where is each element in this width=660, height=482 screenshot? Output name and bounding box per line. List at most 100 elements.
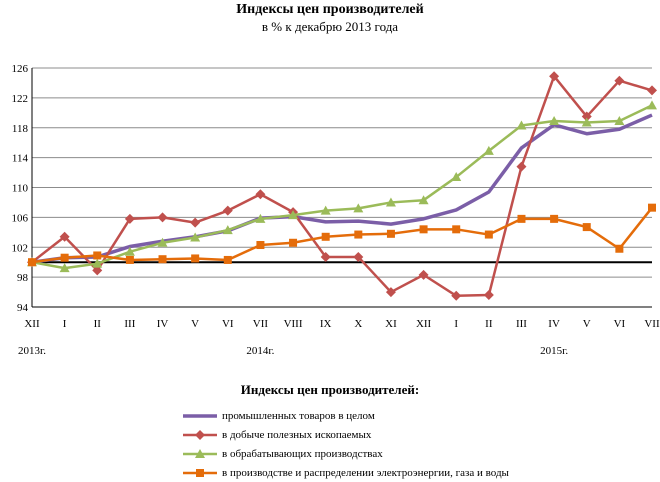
data-point-series-4 (517, 214, 526, 223)
x-tick-label: XI (385, 318, 397, 330)
data-point-series-2 (353, 251, 364, 262)
x-tick-label: VIII (284, 318, 303, 330)
data-point-series-4 (582, 223, 591, 232)
year-label: 2015г. (540, 345, 568, 357)
x-tick-label: X (354, 318, 362, 330)
x-tick-label: V (191, 318, 199, 330)
x-tick-label: VI (614, 318, 626, 330)
data-point-series-3 (288, 210, 299, 220)
data-point-series-2 (222, 205, 233, 216)
data-point-series-2 (418, 269, 429, 280)
x-tick-label: III (124, 318, 135, 330)
data-point-series-4 (289, 238, 298, 247)
data-point-series-2 (549, 71, 560, 82)
data-point-series-3 (92, 258, 103, 268)
data-point-series-4 (256, 241, 265, 250)
data-point-series-3 (418, 195, 429, 205)
x-tick-label: I (63, 318, 67, 330)
chart-legend: промышленных товаров в целом в добыче пол… (182, 406, 509, 482)
legend-item: промышленных товаров в целом (182, 406, 509, 425)
data-point-series-4 (615, 244, 624, 253)
x-tick-label: I (454, 318, 458, 330)
data-point-series-2 (92, 265, 103, 276)
y-tick-label: 110 (12, 183, 29, 195)
legend-swatch (183, 448, 217, 458)
data-point-series-2 (581, 111, 592, 122)
data-point-series-3 (385, 197, 396, 207)
legend-title: Индексы цен производителей: (240, 382, 420, 397)
x-tick-label: VII (253, 318, 269, 330)
data-point-series-3 (59, 263, 70, 273)
data-point-series-3 (451, 172, 462, 182)
series-line-3 (31, 104, 653, 270)
chart-title: Индексы цен производителей (236, 2, 424, 17)
y-tick-label: 98 (17, 272, 29, 284)
data-point-series-3 (483, 145, 494, 155)
year-label: 2013г. (18, 345, 46, 357)
series-line-4 (31, 206, 653, 264)
x-tick-label: VII (644, 318, 660, 330)
data-point-series-3 (549, 116, 560, 126)
data-point-series-4 (93, 251, 102, 260)
x-tick-label: VI (222, 318, 234, 330)
data-point-series-3 (255, 213, 266, 223)
data-point-series-3 (190, 232, 201, 242)
y-tick-label: 122 (12, 93, 29, 105)
data-point-series-2 (451, 290, 462, 301)
data-point-series-3 (614, 116, 625, 126)
data-point-series-3 (647, 100, 657, 110)
data-point-series-2 (385, 287, 396, 298)
year-label: 2014г. (246, 345, 274, 357)
data-point-series-3 (157, 237, 168, 247)
y-tick-label: 106 (12, 212, 29, 224)
data-point-series-2 (647, 85, 657, 96)
x-tick-label: III (516, 318, 527, 330)
legend-swatch (183, 468, 217, 477)
data-point-series-2 (614, 75, 625, 86)
legend-label: в производстве и распределении электроэн… (222, 466, 509, 479)
y-tick-label: 114 (12, 153, 29, 165)
data-point-series-3 (516, 120, 527, 130)
data-point-series-4 (125, 255, 134, 264)
series-line-1 (31, 113, 653, 264)
x-tick-label: XII (24, 318, 40, 330)
x-tick-label: II (94, 318, 102, 330)
data-point-series-2 (190, 217, 201, 228)
data-point-series-2 (320, 251, 331, 262)
data-point-series-4 (60, 253, 69, 262)
data-point-series-4 (484, 230, 493, 239)
data-point-series-2 (157, 212, 168, 223)
data-point-series-3 (320, 205, 331, 215)
data-point-series-4 (158, 255, 167, 264)
data-point-series-4 (648, 203, 656, 212)
data-point-series-3 (124, 246, 135, 256)
data-point-series-4 (386, 229, 395, 238)
data-point-series-2 (516, 161, 527, 172)
y-tick-label: 102 (12, 242, 29, 254)
legend-item: в обрабатывающих производствах (182, 444, 509, 463)
data-point-series-3 (581, 117, 592, 127)
legend-item: в производстве и распределении электроэн… (182, 463, 509, 482)
data-point-series-4 (419, 225, 428, 234)
x-tick-label: IV (157, 318, 169, 330)
data-point-series-2 (255, 189, 266, 200)
x-tick-label: IX (320, 318, 332, 330)
series-line-2 (31, 74, 653, 298)
data-point-series-4 (28, 258, 36, 267)
data-point-series-3 (353, 203, 364, 213)
legend-item: в добыче полезных ископаемых (182, 425, 509, 444)
y-tick-label: 126 (12, 63, 29, 75)
x-tick-label: XII (416, 318, 432, 330)
legend-label: в обрабатывающих производствах (222, 447, 383, 460)
data-point-series-4 (321, 232, 330, 241)
legend-label: в добыче полезных ископаемых (222, 428, 372, 441)
x-tick-label: IV (548, 318, 560, 330)
data-point-series-4 (452, 225, 461, 234)
data-point-series-4 (191, 254, 200, 263)
data-point-series-4 (223, 255, 232, 264)
data-point-series-3 (222, 225, 233, 235)
legend-swatch (183, 413, 217, 418)
chart-subtitle: в % к декабрю 2013 года (261, 19, 399, 34)
data-point-series-2 (59, 231, 70, 242)
